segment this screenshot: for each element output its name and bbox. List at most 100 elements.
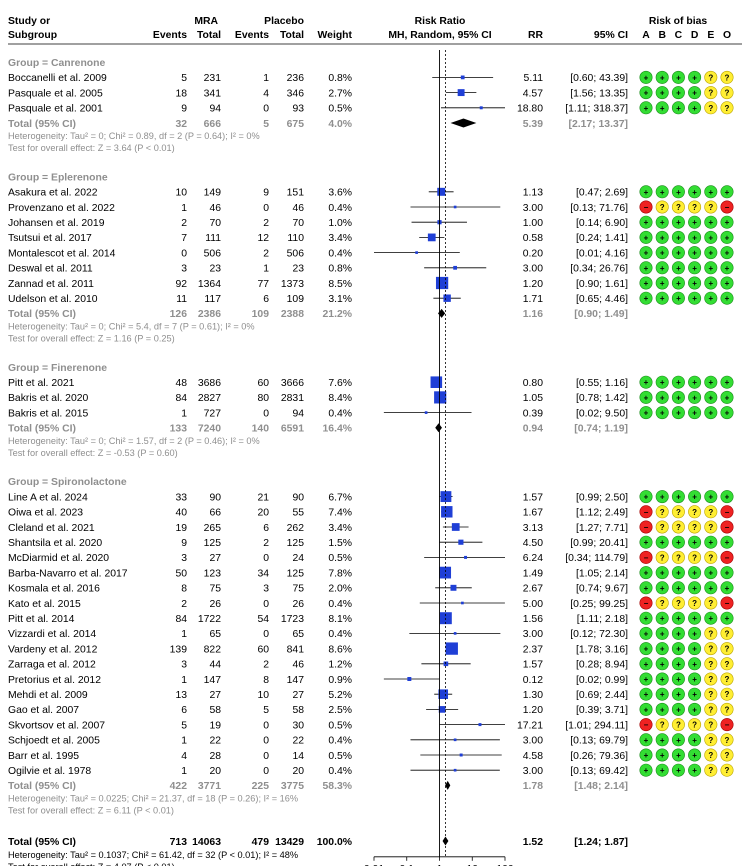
rob-dot (671, 672, 685, 686)
rob-dot (704, 261, 718, 275)
study-name: Pasquale et al. 2005 (8, 88, 103, 99)
placebo-events: 2 (263, 218, 269, 229)
rr-value: 17.21 (517, 720, 543, 731)
subgroup-total-placebo-total: 2388 (281, 309, 304, 320)
rob-dot-symbol: + (644, 538, 649, 547)
rob-dot-symbol: ? (676, 203, 681, 212)
rob-dot (639, 672, 653, 686)
header-placebo-total: Total (280, 30, 304, 41)
study-name: Deswal et al. 2011 (8, 264, 93, 275)
header-ci: 95% CI (594, 30, 628, 41)
rob-dot-symbol: + (660, 233, 665, 242)
x-tick-label: 0.01 (364, 864, 384, 866)
rob-dot-symbol: + (644, 233, 649, 242)
header-rr-title: Risk Ratio (415, 16, 466, 27)
effect-square (460, 75, 465, 80)
rob-dot (688, 626, 702, 640)
rob-dot-symbol: + (692, 538, 697, 547)
subgroup-heterogeneity: Heterogeneity: Tau² = 0; Chi² = 1.57, df… (8, 436, 260, 446)
rob-dot-symbol: ? (725, 660, 730, 669)
rob-dot (704, 520, 718, 534)
rob-dot (655, 733, 669, 747)
rob-dot-symbol: + (644, 705, 649, 714)
rob-dot (671, 505, 685, 519)
mra-events: 139 (170, 644, 188, 655)
rob-dot-symbol: ? (708, 203, 713, 212)
ci-value: [0.69; 2.44] (576, 690, 628, 701)
rob-dot (688, 185, 702, 199)
rob-dot (720, 611, 734, 625)
mra-total: 75 (209, 584, 221, 595)
subgroup-title: Group = Eplerenone (8, 172, 108, 183)
mra-total: 90 (209, 492, 221, 503)
rob-dot (671, 763, 685, 777)
study-name: Udelson et al. 2010 (8, 294, 98, 305)
rob-dot-symbol: + (676, 690, 681, 699)
overall-effect-test: Test for overall effect: Z = 4.07 (P < 0… (8, 862, 175, 866)
subgroup-total-ci: [0.90; 1.49] (574, 309, 628, 320)
rob-dot (704, 375, 718, 389)
rob-dot (639, 763, 653, 777)
mra-events: 3 (181, 660, 187, 671)
rob-dot (639, 101, 653, 115)
rob-dot-symbol: + (676, 614, 681, 623)
rob-dot (688, 748, 702, 762)
rob-dot (655, 261, 669, 275)
rob-dot-symbol: + (708, 249, 713, 258)
placebo-events: 3 (263, 584, 269, 595)
rr-value: 5.00 (523, 599, 543, 610)
rob-dot (655, 276, 669, 290)
ci-value: [0.65; 4.46] (576, 294, 628, 305)
rob-dot (704, 550, 718, 564)
mra-total: 19 (209, 720, 221, 731)
effect-square (424, 411, 428, 414)
overall-weight: 100.0% (317, 837, 352, 848)
rr-value: 4.57 (523, 88, 543, 99)
rob-dot-symbol: ? (725, 751, 730, 760)
overall-total-label: Total (95% CI) (8, 837, 76, 848)
study-name: Provenzano et al. 2022 (8, 203, 115, 214)
x-tick-label: 10 (466, 864, 478, 866)
rob-dot-symbol: + (692, 104, 697, 113)
ci-value: [1.12; 2.49] (576, 508, 628, 519)
rob-dot (639, 626, 653, 640)
placebo-events: 0 (263, 408, 269, 419)
weight: 0.4% (328, 599, 352, 610)
rob-dot-symbol: + (708, 569, 713, 578)
subgroup-title: Group = Canrenone (8, 58, 106, 69)
placebo-events: 54 (257, 614, 269, 625)
rob-dot-symbol: + (692, 279, 697, 288)
study-name: Gao et al. 2007 (8, 705, 79, 716)
rr-value: 1.05 (523, 393, 543, 404)
rob-dot-symbol: + (660, 393, 665, 402)
rob-dot (639, 687, 653, 701)
rob-dot (720, 490, 734, 504)
rob-dot-symbol: + (708, 279, 713, 288)
rob-dot (671, 657, 685, 671)
rob-dot (655, 581, 669, 595)
study-name: Boccanelli et al. 2009 (8, 73, 107, 84)
rob-dot-symbol: + (644, 409, 649, 418)
rob-dot-symbol: + (692, 393, 697, 402)
rob-dot (704, 566, 718, 580)
rr-value: 0.58 (523, 233, 543, 244)
rob-letter-e: E (707, 30, 714, 41)
rob-dot-symbol: + (725, 279, 730, 288)
rob-dot (671, 550, 685, 564)
rob-dot-symbol: ? (708, 89, 713, 98)
placebo-total: 65 (292, 629, 304, 640)
effect-square (439, 566, 452, 579)
forest-rows: Group = Canrenone Boccanelli et al. 2009 5… (8, 58, 734, 866)
ci-value: [0.90; 1.61] (576, 279, 628, 290)
rob-dot (720, 375, 734, 389)
rob-dot-symbol: + (692, 249, 697, 258)
subgroup-total-weight: 16.4% (323, 424, 352, 435)
mra-total: 1722 (198, 614, 221, 625)
rob-dot-symbol: + (708, 233, 713, 242)
weight: 1.5% (328, 538, 352, 549)
rob-dot-symbol: + (644, 736, 649, 745)
effect-square (459, 753, 463, 757)
rob-dot (720, 566, 734, 580)
mra-events: 6 (181, 705, 187, 716)
subgroup-total-mra-total: 7240 (198, 424, 221, 435)
